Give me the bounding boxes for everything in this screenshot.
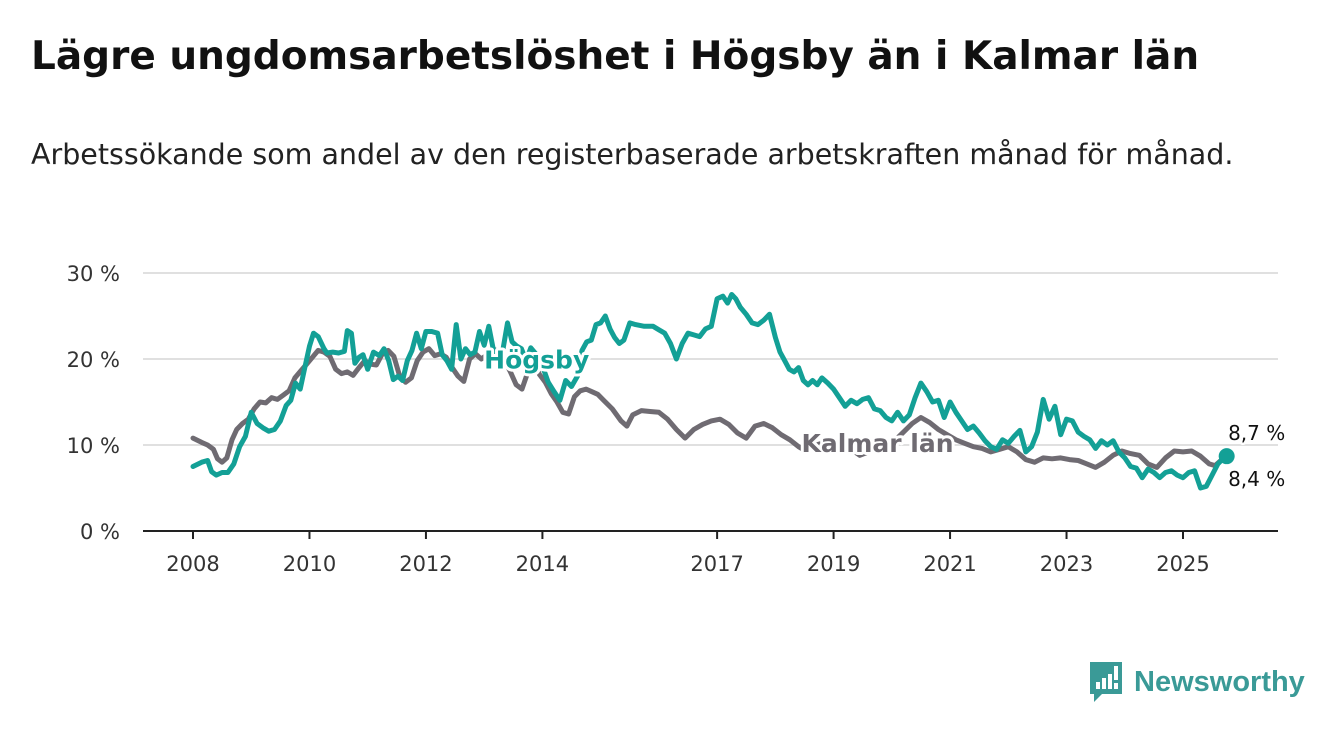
x-tick-label: 2023	[1040, 552, 1093, 576]
y-tick-label: 20 %	[67, 348, 120, 372]
newsworthy-logo-icon	[1090, 662, 1122, 702]
y-tick-label: 10 %	[67, 434, 120, 458]
x-tick-label: 2021	[923, 552, 976, 576]
series-label-kalmar-lan: Kalmar län	[802, 429, 954, 458]
series-line-kalmar-län	[190, 346, 1230, 470]
series-label-hogsby: Högsby	[484, 345, 589, 374]
value-label-kalmar-lan: 8,4 %	[1228, 467, 1285, 491]
x-tick-label: 2025	[1156, 552, 1209, 576]
x-tick-label: 2008	[166, 552, 219, 576]
chart-title: Lägre ungdomsarbetslöshet i Högsby än i …	[31, 34, 1200, 79]
brand-name: Newsworthy	[1134, 665, 1305, 698]
x-tick-label: 2017	[690, 552, 743, 576]
series-labels: Kalmar län Högsby 8,7 % 8,4 %	[481, 342, 1288, 493]
chart-subtitle: Arbetssökande som andel av den registerb…	[31, 138, 1234, 171]
series-line-högsby	[190, 292, 1230, 491]
series-end-dot-hogsby	[1218, 448, 1235, 465]
x-tick-label: 2012	[399, 552, 452, 576]
y-tick-label: 30 %	[67, 262, 120, 286]
series-lines	[190, 292, 1235, 491]
y-tick-label: 0 %	[80, 520, 120, 544]
x-tick-label: 2019	[807, 552, 860, 576]
brand-logo[interactable]: Newsworthy	[1088, 660, 1305, 704]
x-tick-label: 2014	[516, 552, 569, 576]
x-tick-label: 2010	[283, 552, 336, 576]
axes: 0 % 10 % 20 % 30 % 2008 2010 2012 2014 2017 2019 2…	[67, 262, 1278, 576]
value-label-hogsby: 8,7 %	[1228, 421, 1285, 445]
